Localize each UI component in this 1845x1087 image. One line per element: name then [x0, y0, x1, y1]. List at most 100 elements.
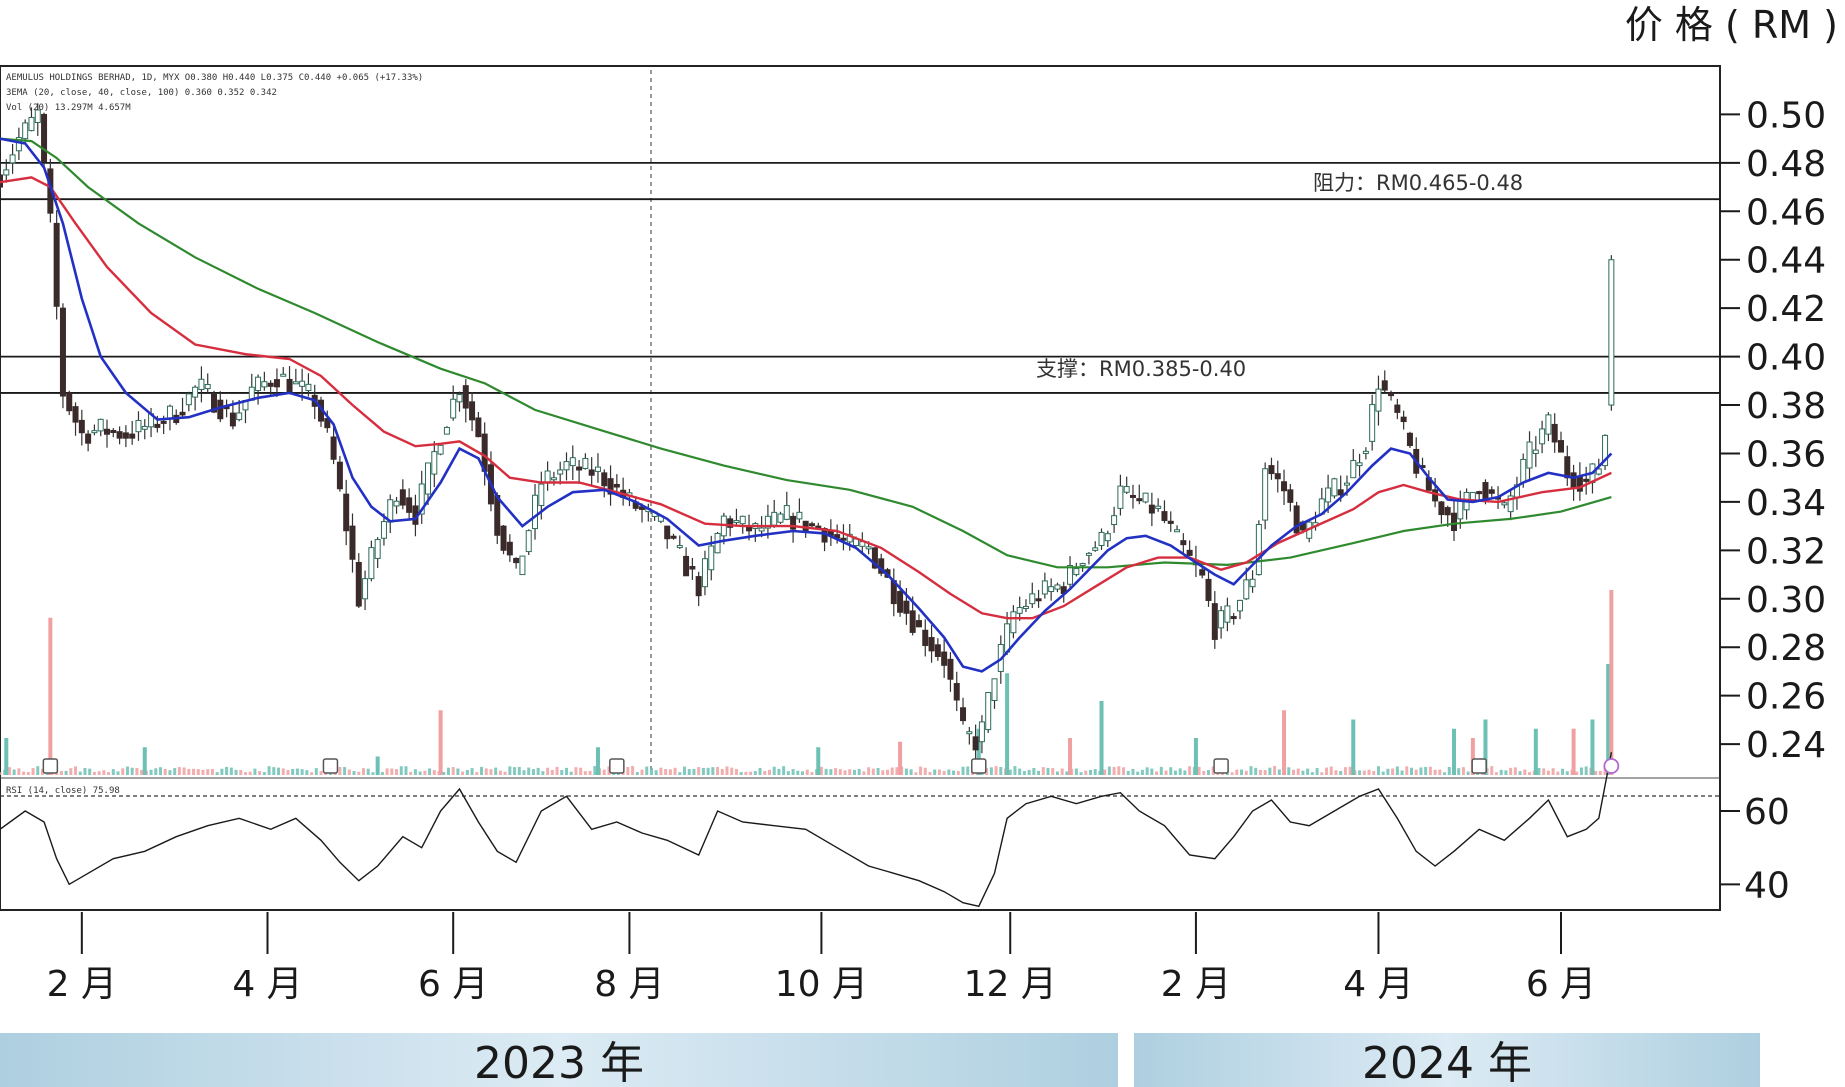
volume-bar — [673, 767, 677, 775]
candle-body — [689, 565, 696, 570]
candle-body — [15, 137, 22, 152]
volume-bar — [1013, 766, 1017, 775]
volume-bar — [786, 771, 790, 775]
candle-body — [324, 418, 331, 429]
volume-bar — [1376, 766, 1380, 775]
volume-bar — [890, 767, 894, 775]
candle-body — [355, 561, 362, 607]
candle-body — [1236, 599, 1243, 612]
volume-spike — [48, 617, 53, 775]
candle-body — [1557, 440, 1564, 453]
candle-body — [966, 731, 973, 735]
volume-bar — [555, 766, 559, 775]
candle-body — [286, 378, 293, 393]
volume-bar — [1107, 766, 1111, 775]
candle-body — [506, 541, 513, 556]
candle-body — [362, 578, 369, 600]
candle-body — [299, 380, 306, 387]
volume-bar — [446, 767, 450, 775]
candle-body — [871, 547, 878, 569]
event-marker — [971, 758, 987, 774]
candle-body — [1224, 605, 1231, 623]
candle-body — [399, 489, 406, 506]
candle-body — [934, 644, 941, 657]
rsi-axis: 60 40 — [1720, 792, 1790, 906]
volume-bar — [1325, 767, 1329, 775]
volume-bar — [1008, 769, 1012, 775]
volume-bar — [758, 767, 762, 775]
candle-body — [972, 736, 979, 751]
candle-body — [273, 379, 280, 388]
candle-body — [525, 530, 532, 553]
candle-body — [1255, 524, 1262, 576]
candle-body — [1274, 473, 1281, 480]
volume-bar — [522, 770, 526, 775]
price-tick-label: 0.26 — [1746, 677, 1826, 718]
volume-bar — [631, 766, 635, 775]
volume-bar — [243, 772, 247, 775]
volume-bar — [498, 770, 502, 775]
volume-bar — [678, 772, 682, 775]
candle-body — [469, 401, 476, 421]
candle-body — [456, 394, 463, 403]
volume-bar — [640, 769, 644, 775]
candle-body — [1343, 482, 1350, 486]
volume-bar — [357, 771, 361, 775]
year-label-2024: 2024 年 — [1362, 1038, 1532, 1087]
candle-body — [701, 558, 708, 588]
volume-bar — [461, 771, 465, 775]
price-axis-title: 价 格 ( RM ) — [1625, 3, 1838, 47]
candle-body — [110, 429, 117, 433]
volume-bar — [1320, 772, 1324, 775]
candle-body — [1029, 593, 1036, 605]
volume-bar — [1041, 767, 1045, 775]
volume-bar — [711, 767, 715, 775]
candle-body — [1073, 568, 1080, 576]
volume-bar — [513, 767, 517, 775]
candle-body — [217, 399, 224, 420]
volume-bar — [834, 768, 838, 775]
volume-bar — [291, 768, 295, 775]
candle-body — [34, 109, 41, 124]
volume-bar — [1230, 772, 1234, 775]
candle-body — [1092, 547, 1099, 551]
time-tick-label: 10 月 — [775, 964, 868, 1005]
volume-bar — [961, 766, 965, 775]
volume-bar — [593, 766, 597, 775]
volume-bar — [1362, 770, 1366, 775]
volume-bar — [1079, 772, 1083, 775]
candle-body — [790, 515, 797, 530]
volume-bar — [772, 766, 776, 775]
volume-bar — [574, 767, 578, 775]
volume-bar — [1150, 768, 1154, 775]
volume-bar — [956, 771, 960, 775]
volume-spike — [1193, 738, 1198, 775]
candle-body — [1331, 478, 1338, 497]
candle-body — [683, 555, 690, 577]
candle-body — [1142, 492, 1149, 503]
candle-body — [1180, 540, 1187, 546]
candle-body — [1293, 505, 1300, 534]
candle-body — [135, 419, 142, 433]
volume-bar — [135, 767, 139, 775]
volume-bar — [881, 770, 885, 775]
candle-body — [160, 420, 167, 424]
volume-bar — [753, 771, 757, 775]
candle-body — [1400, 416, 1407, 423]
volume-bar — [182, 767, 186, 775]
volume-bar — [1291, 769, 1295, 775]
candle-body — [582, 457, 589, 469]
candle-body — [708, 545, 715, 571]
volume-bar — [588, 770, 592, 775]
volume-bar — [121, 768, 125, 775]
volume-bar — [347, 769, 351, 775]
volume-bar — [234, 769, 238, 775]
candle-body — [991, 678, 998, 702]
volume-bar — [583, 771, 587, 775]
candle-body — [116, 431, 123, 439]
candle-body — [1350, 460, 1357, 479]
volume-bar — [687, 769, 691, 775]
volume-spike — [1571, 728, 1576, 775]
candle-body — [928, 637, 935, 652]
candle-body — [1501, 502, 1508, 506]
